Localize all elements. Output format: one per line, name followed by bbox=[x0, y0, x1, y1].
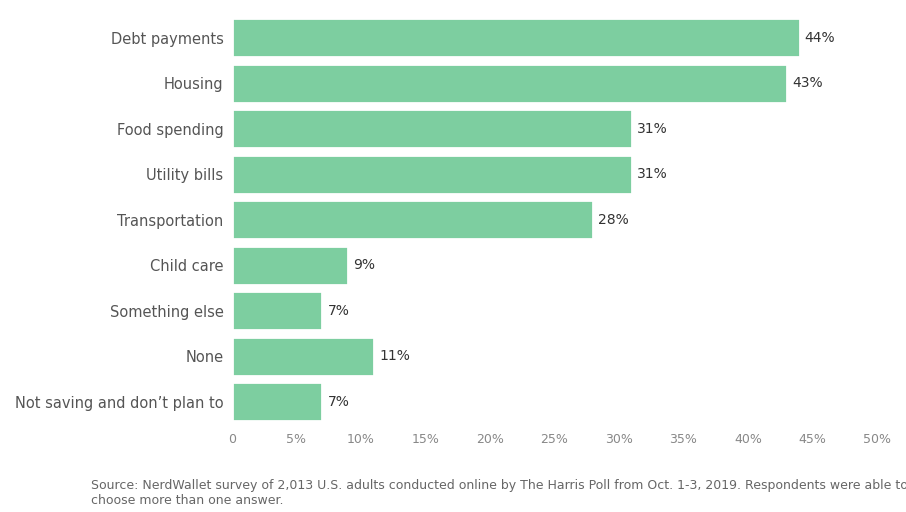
Bar bbox=[232, 110, 631, 148]
Bar bbox=[232, 155, 631, 194]
Text: 9%: 9% bbox=[353, 258, 375, 272]
Bar bbox=[232, 200, 593, 239]
Text: 44%: 44% bbox=[805, 31, 835, 45]
Bar bbox=[232, 337, 374, 376]
Text: 7%: 7% bbox=[327, 304, 350, 318]
Bar bbox=[232, 291, 323, 330]
Text: Source: NerdWallet survey of 2,013 U.S. adults conducted online by The Harris Po: Source: NerdWallet survey of 2,013 U.S. … bbox=[91, 479, 906, 507]
Text: 11%: 11% bbox=[379, 349, 410, 363]
Bar bbox=[232, 64, 786, 102]
Text: 31%: 31% bbox=[637, 122, 668, 136]
Bar bbox=[232, 382, 323, 421]
Text: 31%: 31% bbox=[637, 167, 668, 181]
Bar bbox=[232, 18, 800, 57]
Bar bbox=[232, 246, 348, 285]
Text: 43%: 43% bbox=[792, 76, 823, 90]
Text: 7%: 7% bbox=[327, 395, 350, 409]
Text: 28%: 28% bbox=[598, 212, 629, 227]
